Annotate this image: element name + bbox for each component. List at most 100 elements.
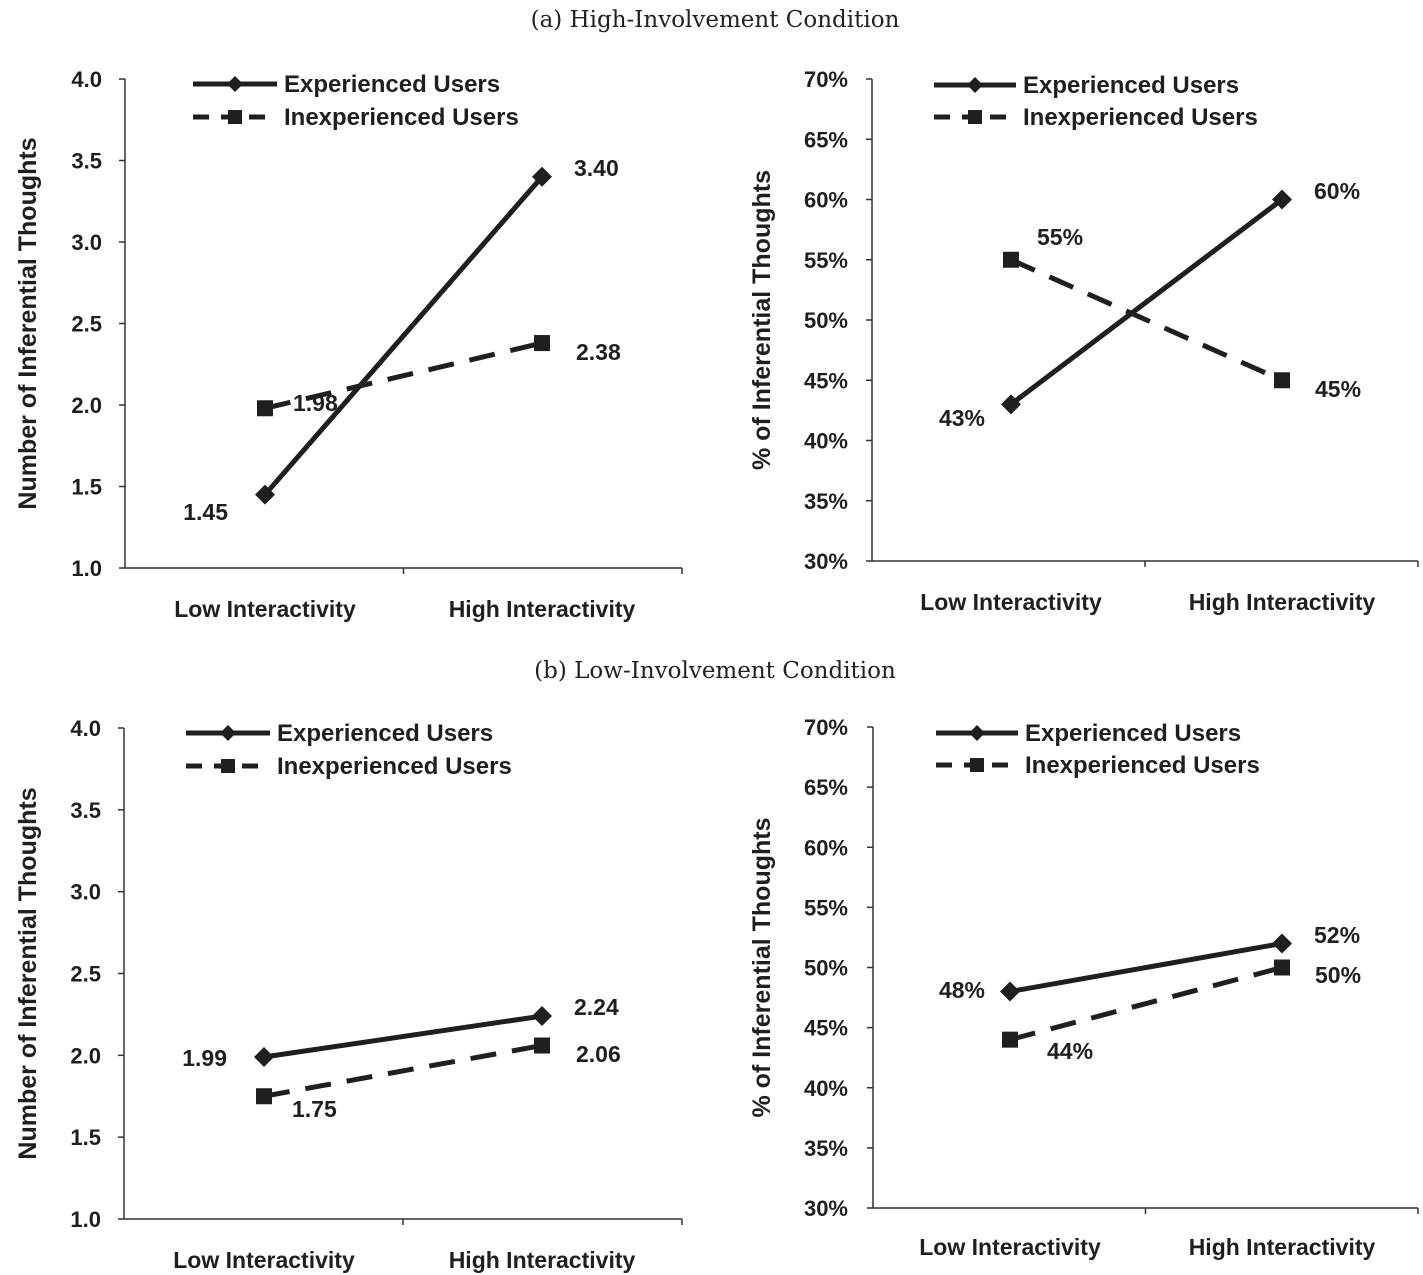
y-tick-label: 3.0 [70,880,101,905]
chart-panel-2: 30% 35% 40% 45% 50% 55% 60% 65% 70% Low Interacti… [748,67,1419,615]
y-tick-label: 45% [804,368,848,393]
square-marker [1274,372,1290,389]
square-marker [257,400,273,417]
series-experienced: 1.45 3.40 [183,155,619,525]
diamond-marker [532,166,552,187]
y-tick-label: 65% [804,775,848,800]
y-tick-label: 2.5 [71,312,102,337]
x-category-label: High Interactivity [1189,589,1376,615]
y-tick-label: 4.0 [71,67,102,92]
legend-label: Experienced Users [277,720,493,747]
diamond-marker [255,484,275,505]
y-axis-title: Number of Inferential Thoughts [14,787,42,1159]
y-tick-label: 3.5 [70,798,101,823]
y-tick-label: 1.0 [71,556,102,581]
legend-square-marker [968,110,982,124]
y-tick-label: 40% [804,1076,848,1101]
y-tick-label: 60% [804,188,848,213]
legend: Experienced Users Inexperienced Users [934,72,1258,131]
x-category-label: Low Interactivity [174,596,356,622]
data-label: 44% [1047,1038,1093,1064]
data-label: 3.40 [574,155,619,181]
series-inexperienced: 55% 45% [1003,224,1361,402]
square-marker [1274,959,1290,976]
y-tick-label: 50% [804,308,848,333]
legend-label: Inexperienced Users [1023,104,1258,131]
square-marker [1002,1031,1018,1048]
series-line [1009,197,1284,407]
legend-label: Inexperienced Users [284,104,519,131]
x-category-label: Low Interactivity [920,589,1102,615]
y-tick-label: 40% [804,429,848,454]
square-marker [1003,251,1019,268]
y-tick-label: 1.5 [71,475,102,500]
legend: Experienced Users Inexperienced Users [186,720,512,780]
series-line [263,1013,543,1060]
y-tick-label: 2.5 [70,962,101,987]
y-axis-title: Number of Inferential Thoughts [14,137,42,509]
series-inexperienced: 44% 50% [1002,959,1361,1064]
legend-label: Inexperienced Users [277,753,512,780]
legend-diamond-marker [227,76,243,92]
y-tick-label: 30% [804,1196,848,1221]
chart-panels: 1.0 1.5 2.0 2.5 3.0 3.5 4.0 Low Interactivity Hi… [14,67,1419,1273]
data-label: 50% [1315,962,1361,988]
data-label: 1.45 [183,499,228,525]
y-tick-label: 30% [804,549,848,574]
chart-panel-3: 1.0 1.5 2.0 2.5 3.0 3.5 4.0 Low Interactivity Hi… [14,716,683,1273]
square-marker [534,335,550,352]
section-title-low-involvement: (b) Low-Involvement Condition [534,658,896,684]
diamond-marker [1272,189,1292,210]
data-label: 48% [939,977,985,1003]
series-inexperienced: 1.98 2.38 [257,335,621,417]
series-experienced: 43% 60% [939,178,1360,431]
series-line [1009,965,1283,1043]
y-tick-label: 50% [804,956,848,981]
series-experienced: 1.99 2.24 [182,994,619,1071]
y-tick-label: 55% [804,895,848,920]
series-line [263,1043,543,1099]
data-label: 1.98 [293,390,338,416]
y-tick-label: 65% [804,127,848,152]
series-line [1009,257,1284,383]
chart-panel-4: 30% 35% 40% 45% 50% 55% 60% 65% 70% Low Interacti… [748,715,1419,1260]
legend-label: Experienced Users [1025,720,1241,747]
legend: Experienced Users Inexperienced Users [936,720,1260,779]
y-tick-label: 70% [804,67,848,92]
y-tick-label: 70% [804,715,848,740]
legend-label: Experienced Users [1023,72,1239,99]
square-marker [256,1088,272,1105]
y-tick-label: 1.0 [70,1207,101,1232]
legend-square-marker [221,759,235,773]
diamond-marker [532,1006,552,1027]
legend-diamond-marker [220,725,236,741]
data-label: 52% [1314,922,1360,948]
y-tick-label: 3.0 [71,230,102,255]
square-marker [534,1037,550,1054]
diamond-marker [1000,981,1020,1002]
data-label: 60% [1314,178,1360,204]
y-tick-label: 2.0 [71,393,102,418]
y-axis-title: % of Inferential Thoughts [748,818,776,1118]
y-tick-label: 4.0 [70,716,101,741]
series-line [1009,940,1283,995]
y-tick-label: 35% [804,489,848,514]
legend-square-marker [228,110,242,124]
series-line [263,175,544,497]
data-label: 55% [1037,224,1083,250]
diamond-marker [1001,394,1021,415]
data-label: 43% [939,405,985,431]
legend-label: Inexperienced Users [1025,752,1260,779]
legend: Experienced Users Inexperienced Users [193,71,519,131]
legend-square-marker [970,758,984,772]
legend-label: Experienced Users [284,71,500,98]
y-tick-label: 45% [804,1016,848,1041]
series-experienced: 48% 52% [939,922,1360,1003]
data-label: 2.24 [574,994,619,1020]
y-tick-label: 55% [804,248,848,273]
data-label: 45% [1315,376,1361,402]
y-tick-label: 2.0 [70,1043,101,1068]
y-axis-title: % of Inferential Thoughts [748,170,776,470]
